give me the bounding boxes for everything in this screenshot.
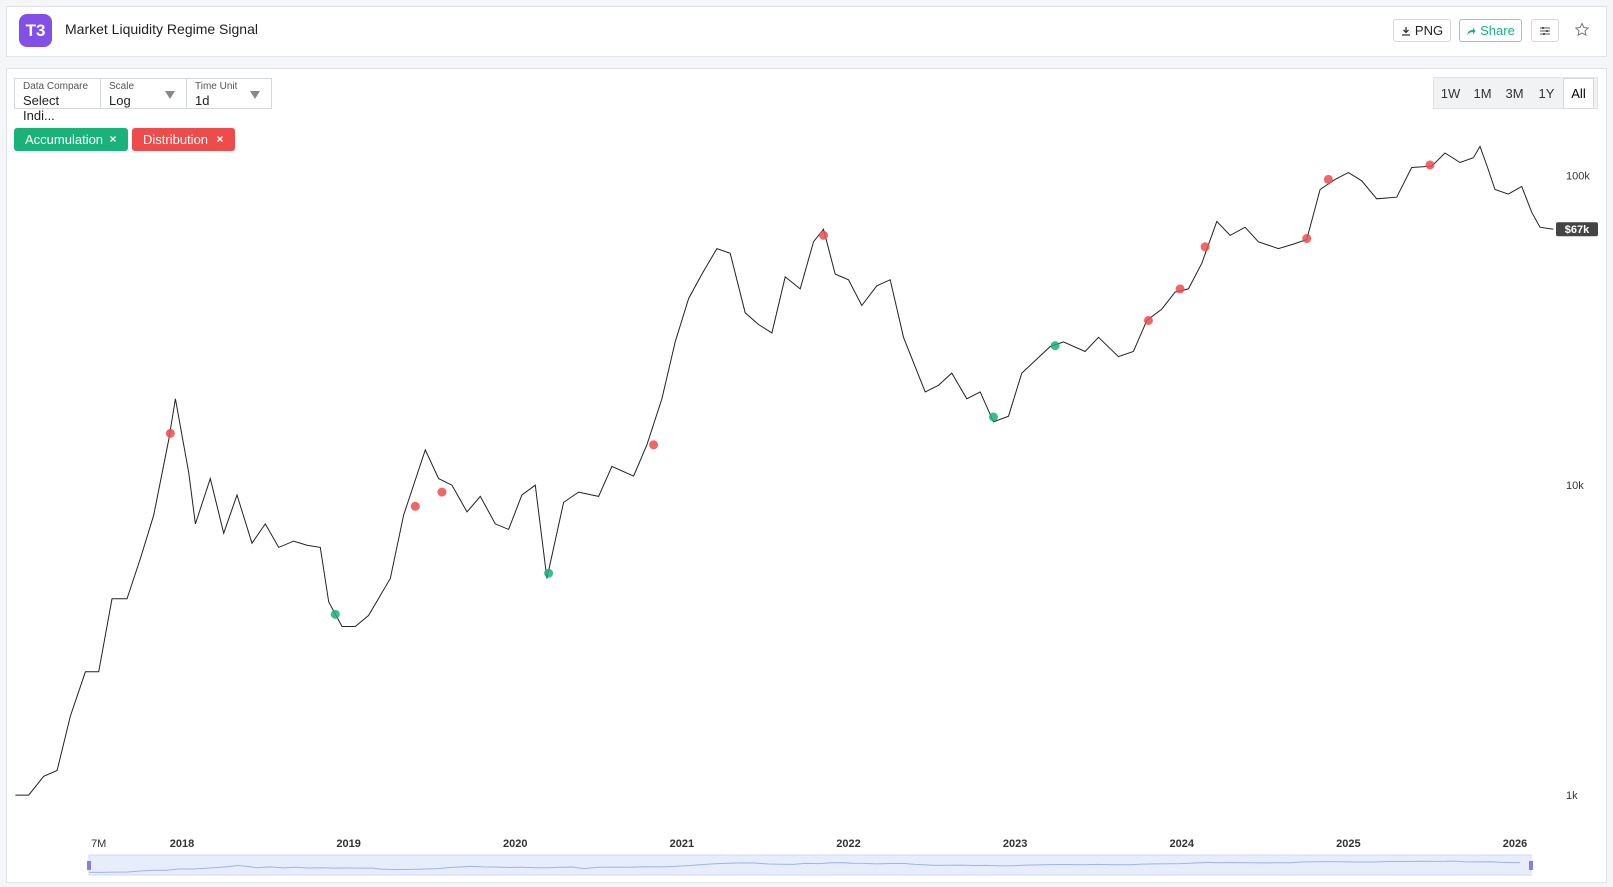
x-tick-label: 2024 bbox=[1170, 838, 1195, 850]
range-button[interactable]: 1W bbox=[1440, 86, 1461, 101]
signal-dot bbox=[649, 440, 659, 450]
control-value: Log bbox=[109, 93, 131, 108]
signal-dot bbox=[1425, 160, 1435, 170]
x-tick-label: 7M bbox=[91, 838, 106, 850]
x-tick-label: 2018 bbox=[170, 838, 194, 850]
range-button[interactable]: All bbox=[1563, 78, 1594, 109]
control-value: 1d bbox=[195, 93, 210, 108]
legend-label: Distribution bbox=[143, 132, 209, 147]
dropdown-arrow bbox=[165, 91, 175, 99]
chart-panel bbox=[6, 68, 1607, 883]
x-tick-label: 2022 bbox=[836, 838, 860, 850]
share-label: Share bbox=[1480, 23, 1515, 38]
remove-icon[interactable] bbox=[109, 135, 117, 143]
data-compare[interactable]: Data Compare Select Indi... bbox=[15, 79, 101, 123]
controls: Data Compare Select Indi... Scale Log Time… bbox=[14, 78, 272, 123]
favorite-star[interactable] bbox=[1574, 22, 1590, 38]
navigator bbox=[88, 854, 1532, 876]
signal-dot bbox=[1302, 234, 1312, 244]
price-line bbox=[15, 145, 1554, 796]
y-tick-label: 10k bbox=[1566, 480, 1584, 492]
control-value: Select Indi... bbox=[23, 93, 60, 123]
control-label: Scale bbox=[109, 81, 135, 92]
logo: T3 bbox=[19, 14, 52, 47]
legend-label: Accumulation bbox=[25, 132, 104, 147]
settings-button[interactable] bbox=[1531, 19, 1559, 42]
signal-dot bbox=[1050, 341, 1060, 351]
scale-select[interactable]: Scale Log bbox=[101, 79, 187, 108]
signal-dot bbox=[330, 609, 340, 619]
signal-dot bbox=[819, 230, 829, 240]
x-tick-label: 2023 bbox=[1003, 838, 1027, 850]
signal-dot bbox=[165, 428, 175, 438]
png-label: PNG bbox=[1414, 23, 1444, 38]
signal-dot bbox=[988, 412, 998, 422]
y-tick-label: 100k bbox=[1566, 170, 1590, 182]
signal-dot bbox=[1175, 284, 1185, 294]
dropdown-arrow bbox=[250, 91, 260, 99]
y-tick-label: 1k bbox=[1566, 790, 1578, 802]
legend-tag[interactable]: Accumulation bbox=[14, 128, 128, 151]
navigator-handle[interactable] bbox=[1529, 861, 1533, 870]
control-label: Data Compare bbox=[23, 81, 89, 92]
range-button[interactable]: 1M bbox=[1473, 86, 1492, 101]
signal-dot bbox=[410, 501, 420, 511]
navigator-handle[interactable] bbox=[87, 861, 91, 870]
range-selector: 1W 1M 3M 1Y All bbox=[1433, 77, 1598, 109]
remove-icon[interactable] bbox=[216, 135, 224, 143]
legend-tag[interactable]: Distribution bbox=[132, 128, 235, 151]
signal-dot bbox=[1143, 315, 1153, 325]
signal-dot bbox=[1323, 174, 1333, 184]
share-icon bbox=[1467, 27, 1476, 35]
x-tick-label: 2026 bbox=[1503, 838, 1527, 850]
control-label: Time Unit bbox=[195, 81, 238, 92]
range-button[interactable]: 1Y bbox=[1538, 86, 1555, 101]
x-tick-label: 2025 bbox=[1336, 838, 1360, 850]
signal-dot bbox=[544, 568, 554, 578]
x-tick-label: 2019 bbox=[336, 838, 360, 850]
navigator-series bbox=[89, 860, 1521, 873]
x-tick-label: 2021 bbox=[670, 838, 694, 850]
title: Market Liquidity Regime Signal bbox=[65, 21, 258, 37]
header: T3 Market Liquidity Regime Signal bbox=[6, 6, 1607, 57]
last-value-box bbox=[1556, 222, 1598, 237]
download-icon bbox=[1401, 26, 1410, 36]
signal-dot bbox=[1200, 242, 1210, 252]
settings-icon bbox=[1540, 26, 1550, 35]
x-tick-label: 2020 bbox=[503, 838, 527, 850]
last-value-label: $67k bbox=[1565, 224, 1590, 236]
png-button[interactable]: PNG bbox=[1393, 19, 1451, 42]
share-button[interactable]: Share bbox=[1459, 19, 1522, 42]
signal-dot bbox=[437, 487, 447, 497]
range-button[interactable]: 3M bbox=[1505, 86, 1524, 101]
time-unit-select[interactable]: Time Unit 1d bbox=[187, 79, 271, 108]
